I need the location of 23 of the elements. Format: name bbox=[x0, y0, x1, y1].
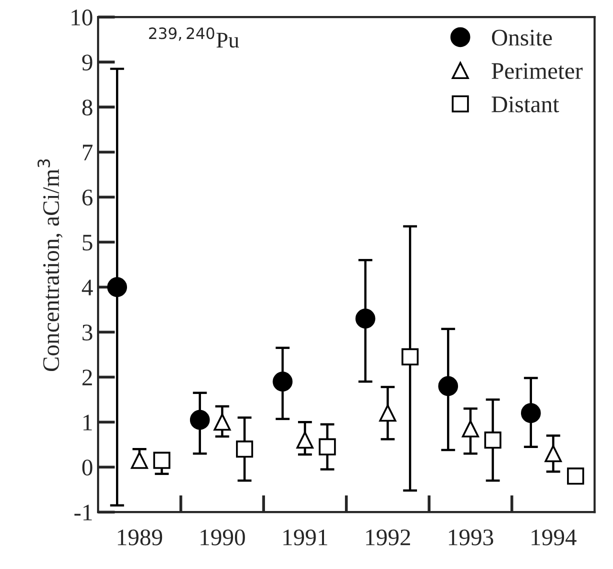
y-axis-title: Concentration, aCi/m$^{3}$ bbox=[38, 159, 62, 372]
x-tick-label: 1991 bbox=[283, 530, 328, 546]
y-tick-label: 6 bbox=[82, 190, 93, 206]
y-tick-label: 10 bbox=[72, 10, 92, 26]
y-tick-label: 9 bbox=[82, 54, 92, 70]
x-tick-label: 1992 bbox=[366, 530, 410, 546]
y-tick-label: 7 bbox=[82, 144, 93, 160]
y-tick-label: 3 bbox=[82, 324, 92, 341]
legend-label: Distant bbox=[492, 96, 560, 112]
y-tick-label: 0 bbox=[82, 460, 92, 476]
y-tick-label: 1 bbox=[83, 414, 92, 430]
y-tick-label: 2 bbox=[82, 370, 92, 386]
x-tick-label: 1990 bbox=[200, 529, 245, 546]
legend-label: Onsite bbox=[492, 30, 552, 46]
y-tick-label: 4 bbox=[82, 280, 93, 296]
x-tick-label: 1993 bbox=[448, 530, 494, 546]
y-tick-label: -1 bbox=[74, 504, 92, 520]
y-tick-label: 5 bbox=[82, 234, 92, 251]
y-tick-label: 8 bbox=[82, 100, 92, 116]
x-tick-label: 1989 bbox=[118, 529, 162, 546]
legend-label: Perimeter bbox=[492, 63, 583, 79]
x-tick-label: 1994 bbox=[532, 530, 576, 546]
annotation: $^{239,240}$Pu bbox=[149, 27, 239, 48]
